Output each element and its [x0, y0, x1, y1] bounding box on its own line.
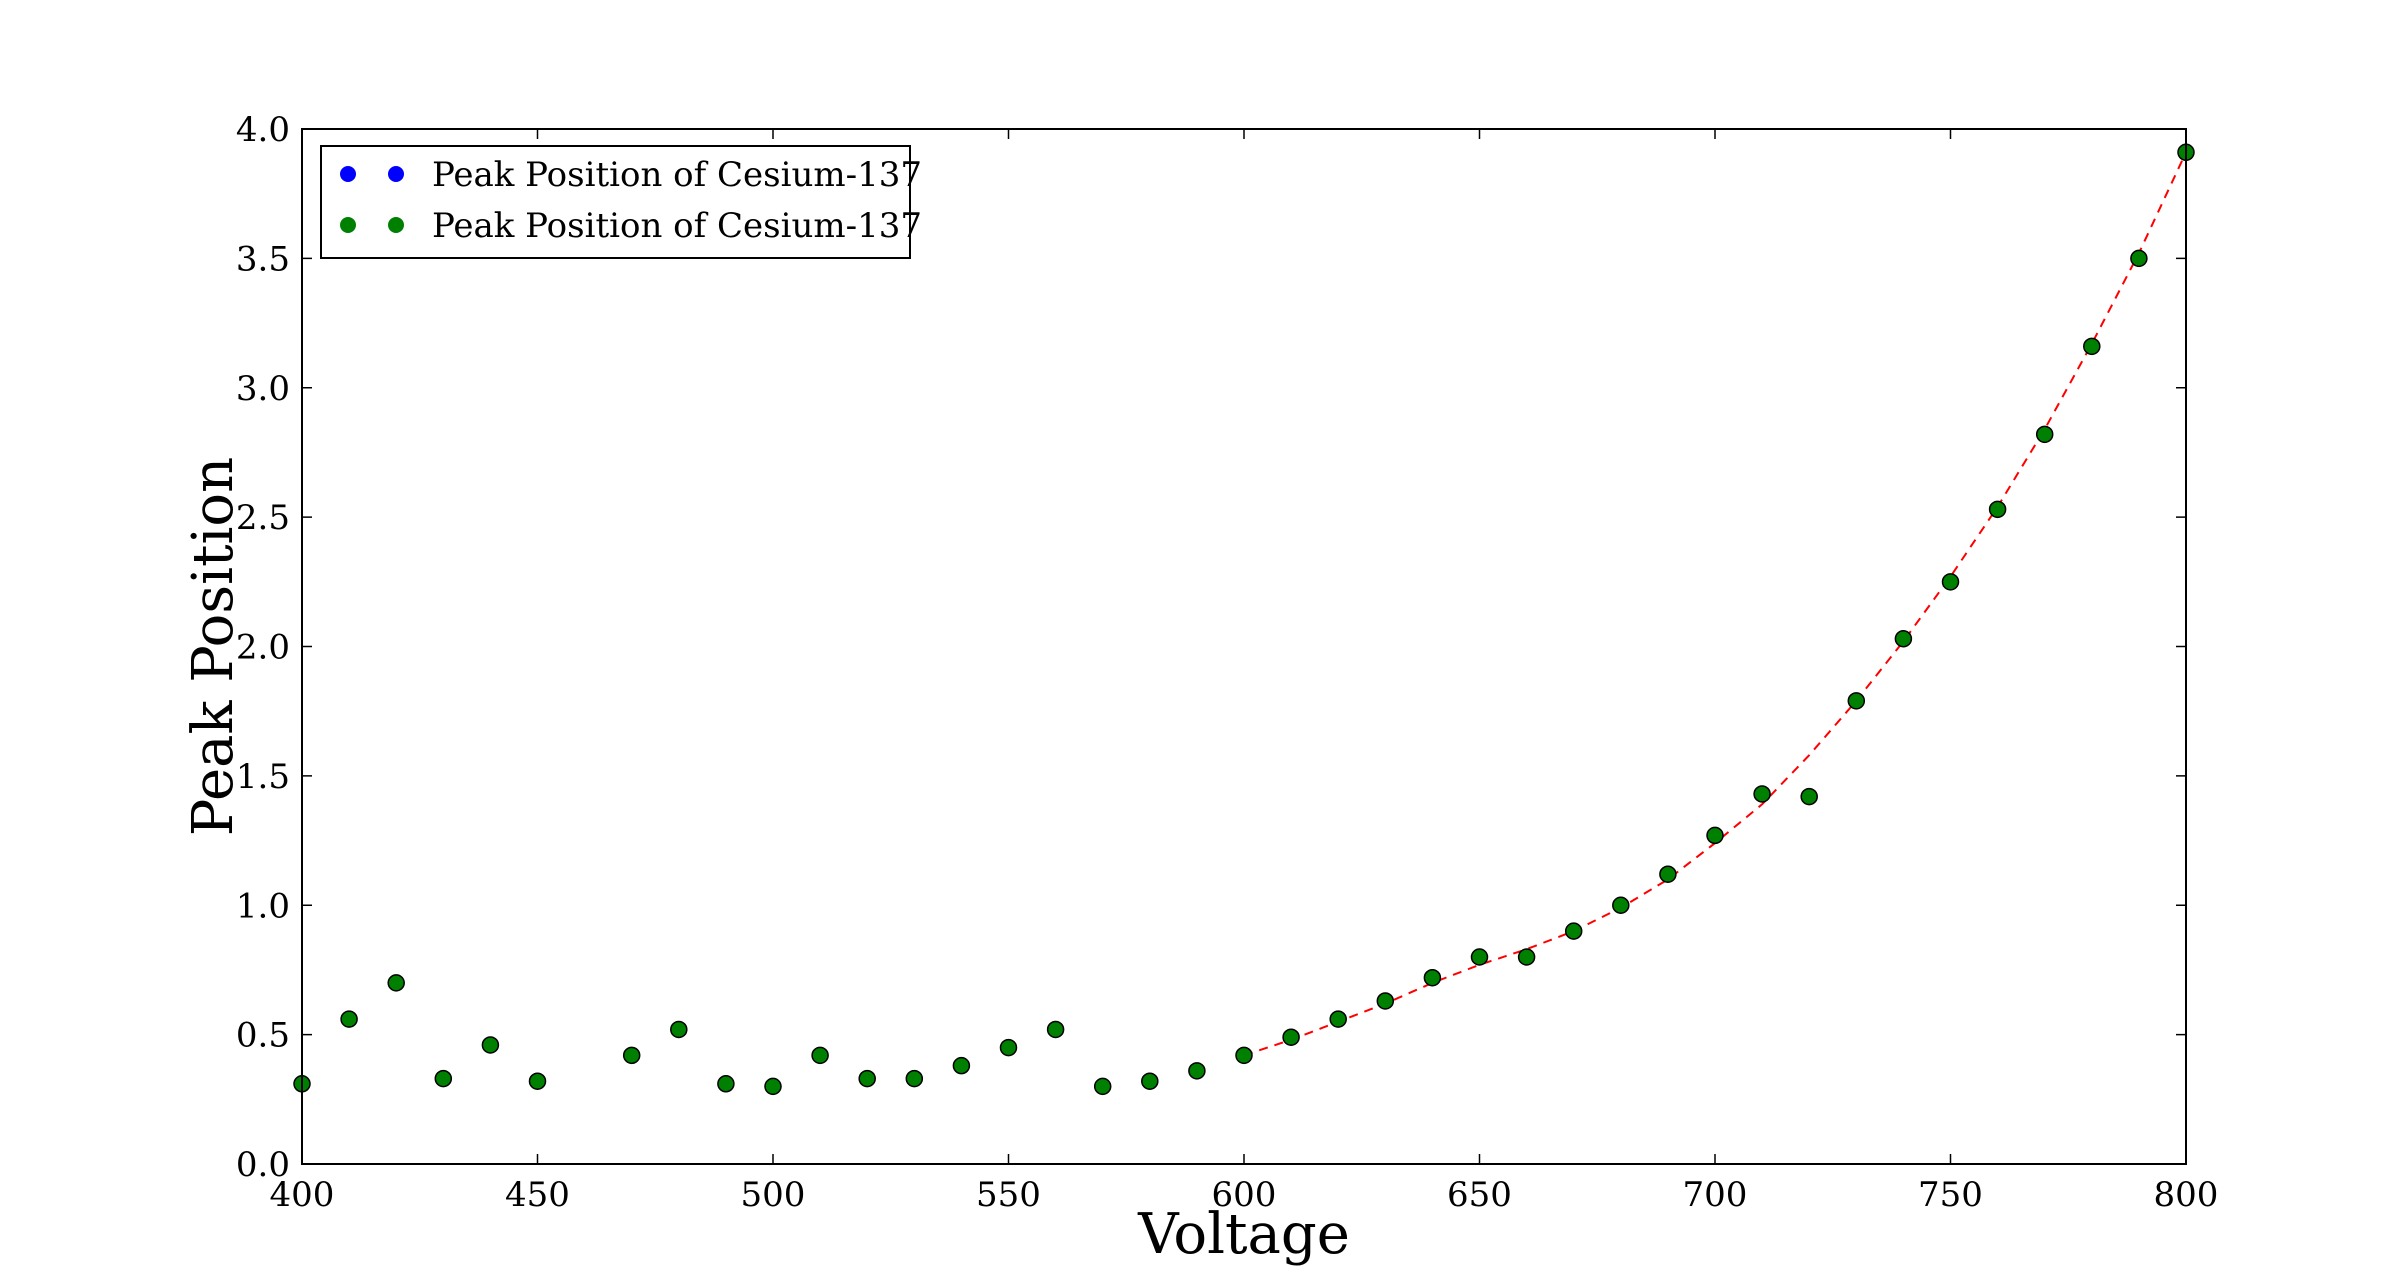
x-tick-label: 700	[1683, 1175, 1748, 1215]
data-point	[1988, 500, 2007, 519]
axis-ticks	[301, 128, 2187, 1165]
data-point	[434, 1069, 453, 1088]
legend-box	[320, 145, 911, 259]
legend-items: Peak Position of Cesium-137 Peak Position…	[340, 155, 922, 246]
y-tick-label: 1.0	[236, 886, 290, 926]
data-point	[1046, 1020, 1065, 1039]
data-point	[858, 1069, 876, 1088]
data-point	[1093, 1077, 1112, 1096]
data-point	[1894, 629, 1913, 648]
data-point	[2130, 249, 2148, 268]
data-point	[481, 1036, 500, 1054]
data-point	[2035, 425, 2054, 444]
data-point	[811, 1046, 829, 1065]
x-tick-label: 650	[1447, 1175, 1512, 1215]
data-point	[1423, 968, 1442, 987]
legend-entry: Peak Position of Cesium-137	[340, 206, 922, 246]
data-point	[1800, 787, 1818, 806]
y-tick-label: 3.5	[236, 239, 290, 279]
x-tick-label: 600	[1212, 1175, 1277, 1215]
data-points-layer	[293, 143, 2195, 1096]
legend-label: Peak Position of Cesium-137	[432, 206, 922, 246]
data-point	[1188, 1062, 1206, 1080]
data-point	[952, 1056, 971, 1075]
data-point	[528, 1072, 547, 1090]
y-tick-label: 2.0	[236, 628, 290, 668]
data-point	[1612, 896, 1630, 914]
x-tick-label: 450	[505, 1175, 570, 1215]
fit-curve-line	[1243, 151, 2187, 1057]
data-point	[1706, 826, 1724, 845]
legend: Peak Position of Cesium-137 Peak Position…	[320, 145, 922, 259]
data-point	[1141, 1072, 1159, 1090]
x-axis-label: Voltage	[1137, 1202, 1350, 1267]
x-tick-label: 550	[976, 1175, 1041, 1215]
data-point	[1564, 922, 1583, 940]
data-point	[622, 1046, 641, 1065]
y-tick-label: 4.0	[236, 110, 290, 150]
data-point	[340, 1010, 358, 1028]
legend-marker	[388, 166, 404, 182]
data-point	[1753, 785, 1771, 803]
data-point	[1329, 1010, 1347, 1028]
x-tick-label: 500	[741, 1175, 806, 1215]
data-point	[1847, 692, 1866, 710]
data-point	[2083, 337, 2101, 356]
y-axis-label: Peak Position	[181, 457, 246, 836]
data-point	[1470, 948, 1489, 966]
x-tick-label: 750	[1918, 1175, 1983, 1215]
data-point	[764, 1077, 782, 1096]
axis-tick-labels: 400 450 500 550 600 650 700 750 800 0.0 0.5 1.0 1.5 2…	[236, 110, 2219, 1215]
y-tick-label: 3.0	[236, 369, 290, 409]
y-tick-label: 0.5	[236, 1016, 290, 1056]
data-point	[999, 1038, 1018, 1057]
legend-label: Peak Position of Cesium-137	[432, 155, 922, 195]
legend-marker	[340, 166, 356, 182]
legend-entry: Peak Position of Cesium-137	[340, 155, 922, 195]
x-tick-label: 800	[2154, 1175, 2219, 1215]
data-point	[387, 974, 405, 992]
fit-curve-layer	[1243, 151, 2187, 1057]
y-tick-label: 1.5	[236, 757, 290, 797]
data-point	[717, 1075, 735, 1093]
data-point	[905, 1069, 924, 1088]
x-tick-label: 400	[270, 1175, 335, 1215]
data-point	[1282, 1028, 1300, 1046]
y-tick-label: 2.5	[236, 498, 290, 538]
data-point	[1376, 992, 1395, 1010]
legend-marker	[388, 217, 404, 233]
y-tick-label: 0.0	[236, 1145, 290, 1185]
legend-marker	[340, 217, 356, 233]
data-point	[670, 1020, 688, 1039]
data-point	[1235, 1046, 1253, 1065]
data-point	[1517, 948, 1536, 966]
data-point	[1659, 865, 1677, 883]
data-point	[1941, 573, 1960, 591]
